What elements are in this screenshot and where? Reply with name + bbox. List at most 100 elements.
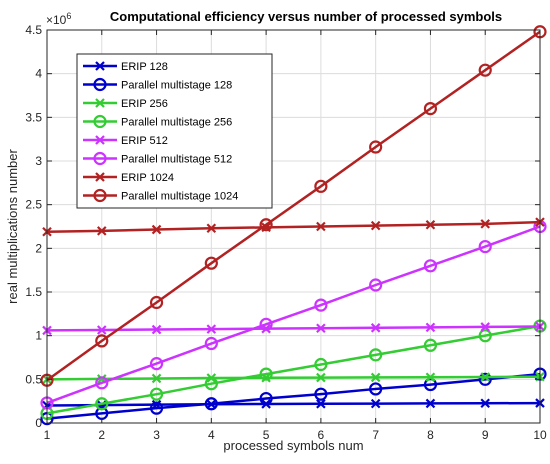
legend-label: Parallel multistage 128 bbox=[121, 80, 232, 92]
y-tick-label: 4.5 bbox=[25, 23, 42, 37]
x-marker bbox=[370, 323, 381, 333]
x-marker bbox=[370, 220, 381, 231]
legend-box bbox=[76, 53, 273, 209]
circle-marker bbox=[314, 298, 328, 312]
circle-marker bbox=[95, 376, 109, 390]
legend-label: Parallel multistage 512 bbox=[121, 154, 232, 166]
y-axis-exponent: ×106 bbox=[46, 11, 71, 27]
chart-title: Computational efficiency versus number o… bbox=[110, 9, 502, 24]
circle-marker bbox=[478, 239, 492, 254]
series-layer bbox=[40, 25, 547, 426]
x-marker bbox=[95, 61, 105, 71]
circle-marker bbox=[93, 188, 107, 203]
circle-marker bbox=[149, 357, 164, 371]
series-line bbox=[46, 325, 541, 332]
x-marker bbox=[425, 219, 436, 230]
x-marker bbox=[95, 135, 105, 145]
legend-label: Parallel multistage 256 bbox=[121, 117, 232, 129]
circle-marker bbox=[259, 391, 273, 406]
circle-marker bbox=[259, 317, 273, 331]
x-marker bbox=[425, 398, 436, 409]
y-tick-label: 2 bbox=[35, 241, 42, 255]
circle-marker bbox=[204, 336, 218, 351]
x-marker bbox=[151, 373, 162, 384]
x-marker bbox=[316, 221, 326, 232]
x-marker bbox=[425, 372, 436, 383]
circle-marker bbox=[314, 387, 328, 401]
axis-ticks: 1 2 3 4 5 6 7 8 9 10 0 0.5 1 1.5 2 2.5 3 3.5 4 4.5 bbox=[25, 23, 547, 442]
circle-marker bbox=[423, 377, 438, 392]
x-marker bbox=[316, 323, 326, 334]
x-tick-label: 3 bbox=[153, 428, 160, 442]
x-marker bbox=[480, 372, 490, 382]
y-axis-exponent-base: ×10 bbox=[46, 13, 67, 27]
legend-entry: ERIP 128 bbox=[83, 61, 168, 73]
circle-marker bbox=[204, 256, 218, 270]
series-line bbox=[46, 220, 541, 233]
x-tick-label: 1 bbox=[44, 428, 51, 442]
x-marker bbox=[480, 398, 490, 409]
x-tick-label: 8 bbox=[427, 428, 434, 442]
x-tick-label: 6 bbox=[318, 428, 325, 442]
x-marker bbox=[316, 399, 326, 409]
circle-marker bbox=[423, 101, 438, 116]
y-tick-label: 3 bbox=[35, 154, 42, 168]
x-tick-label: 5 bbox=[263, 428, 270, 442]
circle-marker bbox=[369, 382, 383, 396]
circle-marker bbox=[149, 387, 164, 401]
circle-marker bbox=[423, 338, 438, 352]
y-tick-label: 0 bbox=[35, 416, 42, 430]
circle-marker bbox=[369, 348, 383, 362]
legend-label: ERIP 256 bbox=[121, 98, 168, 110]
x-marker bbox=[95, 172, 105, 182]
x-axis-label: processed symbols num bbox=[223, 438, 363, 453]
series-line bbox=[46, 401, 541, 407]
legend-entry: ERIP 256 bbox=[83, 98, 168, 110]
legend-entry: Parallel multistage 1024 bbox=[83, 188, 238, 203]
circle-marker bbox=[478, 329, 492, 343]
circle-marker bbox=[423, 259, 438, 273]
legend-entry: Parallel multistage 128 bbox=[83, 77, 232, 92]
legend: ERIP 128 Parallel multistage 128 ERIP 256 P… bbox=[76, 53, 273, 209]
y-axis-exponent-power: 6 bbox=[66, 11, 71, 21]
legend-entry: Parallel multistage 512 bbox=[83, 151, 232, 166]
y-tick-label: 1.5 bbox=[25, 285, 42, 299]
x-marker bbox=[96, 325, 107, 335]
x-marker bbox=[151, 224, 162, 235]
series-line bbox=[46, 225, 541, 405]
circle-marker bbox=[95, 334, 109, 348]
circle-marker bbox=[314, 357, 328, 372]
x-marker bbox=[206, 324, 217, 334]
legend-label: Parallel multistage 1024 bbox=[121, 191, 238, 203]
circle-marker bbox=[259, 218, 273, 232]
x-marker bbox=[480, 219, 490, 229]
legend-entry: ERIP 512 bbox=[83, 135, 168, 147]
circle-marker bbox=[95, 397, 109, 411]
x-tick-label: 4 bbox=[208, 428, 215, 442]
x-marker bbox=[95, 98, 105, 108]
x-marker bbox=[370, 398, 381, 409]
circle-marker bbox=[93, 77, 107, 92]
circle-marker bbox=[204, 397, 218, 411]
y-tick-label: 0.5 bbox=[25, 372, 42, 386]
legend-entry: ERIP 1024 bbox=[83, 172, 174, 184]
circle-marker bbox=[93, 114, 107, 129]
circle-marker bbox=[369, 278, 383, 292]
legend-label: ERIP 512 bbox=[121, 135, 168, 147]
circle-marker bbox=[259, 367, 273, 381]
legend-label: ERIP 128 bbox=[121, 61, 168, 73]
x-marker bbox=[316, 372, 326, 383]
x-marker bbox=[370, 372, 381, 383]
series-line bbox=[46, 372, 541, 420]
circle-marker bbox=[93, 151, 107, 166]
x-tick-label: 10 bbox=[533, 428, 547, 442]
y-tick-label: 4 bbox=[35, 67, 42, 81]
circle-marker bbox=[478, 63, 492, 77]
circle-marker bbox=[204, 377, 218, 391]
y-tick-label: 3.5 bbox=[25, 110, 42, 124]
x-marker bbox=[96, 226, 107, 236]
series-line bbox=[46, 375, 541, 381]
y-tick-label: 2.5 bbox=[25, 198, 42, 212]
circle-marker bbox=[369, 140, 383, 154]
